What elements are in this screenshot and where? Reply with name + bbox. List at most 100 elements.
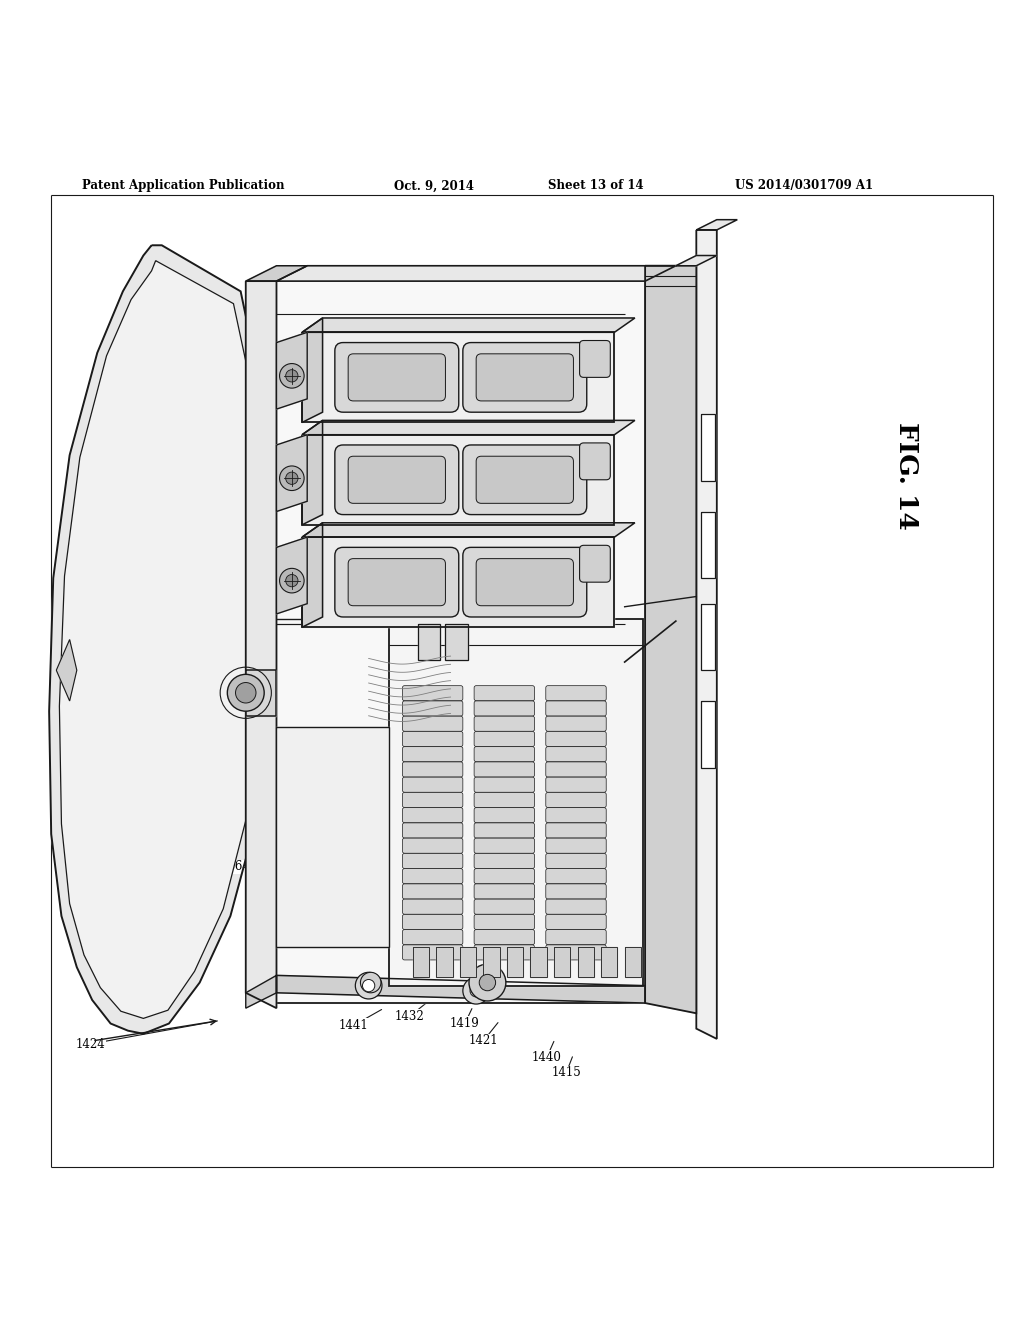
Text: 1419: 1419	[450, 1016, 480, 1030]
Text: 1421: 1421	[469, 1035, 498, 1048]
FancyBboxPatch shape	[546, 884, 606, 899]
Polygon shape	[696, 219, 737, 230]
Polygon shape	[302, 523, 635, 537]
FancyBboxPatch shape	[402, 899, 463, 915]
FancyBboxPatch shape	[402, 792, 463, 808]
FancyBboxPatch shape	[546, 822, 606, 838]
FancyBboxPatch shape	[402, 929, 463, 945]
Circle shape	[227, 675, 264, 711]
Polygon shape	[276, 333, 307, 409]
Polygon shape	[701, 603, 715, 671]
FancyBboxPatch shape	[546, 701, 606, 715]
FancyBboxPatch shape	[474, 808, 535, 822]
Polygon shape	[302, 318, 323, 422]
Polygon shape	[56, 639, 77, 701]
Polygon shape	[418, 624, 440, 660]
Polygon shape	[246, 265, 307, 281]
Polygon shape	[696, 230, 717, 1039]
FancyBboxPatch shape	[546, 899, 606, 915]
Text: 1440: 1440	[531, 1051, 562, 1064]
FancyBboxPatch shape	[463, 343, 587, 412]
FancyBboxPatch shape	[402, 945, 463, 960]
FancyBboxPatch shape	[474, 869, 535, 883]
Text: Oct. 9, 2014: Oct. 9, 2014	[394, 180, 474, 193]
FancyBboxPatch shape	[402, 808, 463, 822]
Text: 1415: 1415	[551, 1067, 582, 1080]
Polygon shape	[701, 512, 715, 578]
Text: FIG. 14: FIG. 14	[894, 422, 919, 529]
Circle shape	[479, 974, 496, 991]
Text: 1429: 1429	[656, 671, 686, 684]
Polygon shape	[578, 946, 594, 977]
FancyBboxPatch shape	[474, 915, 535, 929]
Polygon shape	[246, 671, 276, 717]
Text: 1464: 1464	[220, 861, 251, 874]
Text: 1431: 1431	[351, 359, 382, 372]
Polygon shape	[302, 523, 323, 627]
FancyBboxPatch shape	[580, 444, 610, 479]
Polygon shape	[701, 414, 715, 480]
FancyBboxPatch shape	[474, 929, 535, 945]
FancyBboxPatch shape	[546, 915, 606, 929]
Circle shape	[280, 363, 304, 388]
Polygon shape	[276, 537, 307, 614]
FancyBboxPatch shape	[402, 717, 463, 731]
FancyBboxPatch shape	[474, 792, 535, 808]
FancyBboxPatch shape	[546, 717, 606, 731]
Circle shape	[280, 466, 304, 491]
FancyBboxPatch shape	[474, 838, 535, 853]
Polygon shape	[701, 701, 715, 767]
Circle shape	[362, 979, 375, 991]
FancyBboxPatch shape	[402, 884, 463, 899]
FancyBboxPatch shape	[474, 701, 535, 715]
Polygon shape	[436, 946, 453, 977]
FancyBboxPatch shape	[335, 343, 459, 412]
FancyBboxPatch shape	[335, 445, 459, 515]
FancyBboxPatch shape	[546, 792, 606, 808]
FancyBboxPatch shape	[474, 731, 535, 747]
Text: US 2014/0301709 A1: US 2014/0301709 A1	[735, 180, 873, 193]
FancyBboxPatch shape	[546, 854, 606, 869]
FancyBboxPatch shape	[546, 731, 606, 747]
Circle shape	[236, 682, 256, 704]
FancyBboxPatch shape	[546, 747, 606, 762]
Polygon shape	[276, 265, 676, 281]
Text: 1434: 1434	[642, 912, 672, 924]
FancyBboxPatch shape	[474, 777, 535, 792]
Polygon shape	[483, 946, 500, 977]
FancyBboxPatch shape	[402, 762, 463, 777]
Text: 1427: 1427	[653, 605, 683, 618]
Polygon shape	[276, 434, 307, 512]
Text: 1441: 1441	[338, 1019, 369, 1032]
Polygon shape	[676, 256, 717, 265]
FancyBboxPatch shape	[546, 838, 606, 853]
FancyBboxPatch shape	[546, 869, 606, 883]
Polygon shape	[302, 333, 614, 422]
FancyBboxPatch shape	[474, 747, 535, 762]
Polygon shape	[246, 281, 276, 1008]
FancyBboxPatch shape	[348, 558, 445, 606]
FancyBboxPatch shape	[335, 548, 459, 616]
Text: Sheet 13 of 14: Sheet 13 of 14	[548, 180, 643, 193]
FancyBboxPatch shape	[402, 685, 463, 701]
Text: 1432: 1432	[394, 1010, 425, 1023]
FancyBboxPatch shape	[402, 854, 463, 869]
FancyBboxPatch shape	[402, 701, 463, 715]
FancyBboxPatch shape	[402, 915, 463, 929]
Text: 1427: 1427	[261, 558, 292, 572]
FancyBboxPatch shape	[476, 558, 573, 606]
FancyBboxPatch shape	[463, 548, 587, 616]
Polygon shape	[625, 946, 641, 977]
Circle shape	[286, 370, 298, 381]
FancyBboxPatch shape	[474, 822, 535, 838]
FancyBboxPatch shape	[402, 869, 463, 883]
Text: 1425: 1425	[666, 643, 695, 656]
FancyBboxPatch shape	[546, 945, 606, 960]
Polygon shape	[276, 726, 389, 946]
Polygon shape	[460, 946, 476, 977]
Polygon shape	[59, 260, 260, 1019]
FancyBboxPatch shape	[474, 717, 535, 731]
Polygon shape	[302, 318, 635, 333]
Polygon shape	[302, 420, 323, 525]
FancyBboxPatch shape	[463, 445, 587, 515]
